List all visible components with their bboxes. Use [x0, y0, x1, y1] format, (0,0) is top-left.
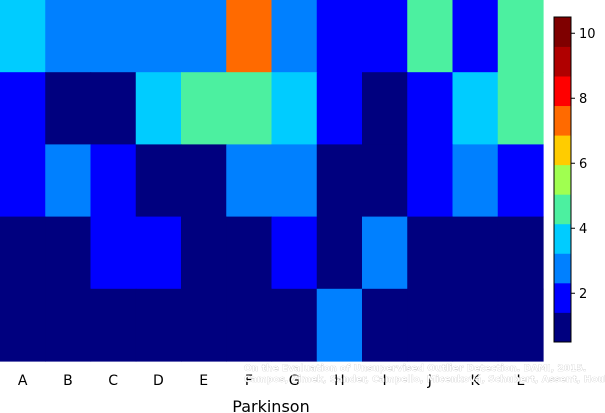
heatmap-cell-K-row3 — [452, 144, 499, 218]
colorbar-band-6 — [554, 164, 571, 195]
heatmap-cell-E-row1 — [181, 0, 227, 73]
x-tick-label-D: D — [153, 373, 164, 389]
x-tick-label-J: J — [427, 373, 432, 389]
heatmap-cell-K-row4 — [452, 216, 499, 290]
x-tick-label-F: F — [245, 373, 253, 389]
colorbar — [553, 16, 572, 343]
heatmap-cell-G-row2 — [271, 72, 318, 145]
heatmap-cell-L-row5 — [497, 288, 544, 362]
heatmap-cell-G-row4 — [271, 216, 318, 290]
heatmap-cell-A-row5 — [0, 288, 46, 362]
colorbar-band-2 — [554, 282, 571, 313]
heatmap-cell-G-row1 — [271, 0, 318, 73]
heatmap-cell-G-row3 — [271, 144, 318, 218]
heatmap-cell-L-row4 — [497, 216, 544, 290]
x-tick-label-L: L — [516, 373, 524, 389]
heatmap-cell-C-row1 — [90, 0, 137, 73]
x-tick-label-E: E — [199, 373, 208, 389]
colorbar-tick-label-6: 6 — [579, 157, 587, 172]
x-tick-label-B: B — [63, 373, 73, 389]
x-tick-label-I: I — [383, 373, 387, 389]
heatmap-cell-D-row5 — [135, 288, 182, 362]
heatmap-cell-B-row4 — [45, 216, 92, 290]
heatmap-cell-F-row1 — [226, 0, 273, 73]
heatmap-cell-I-row2 — [362, 72, 408, 145]
x-tick-labels: A B C D E F G H I J K L — [18, 373, 525, 389]
heatmap-cell-B-row3 — [45, 144, 92, 218]
heatmap-cell-I-row3 — [362, 144, 408, 218]
heatmap-cell-J-row5 — [407, 288, 454, 362]
heatmap-cell-B-row5 — [45, 288, 92, 362]
x-tick-label-C: C — [108, 373, 118, 389]
colorbar-band-9 — [554, 76, 571, 107]
colorbar-tick-labels: 2 4 6 8 10 — [571, 27, 596, 302]
colorbar-tick-label-2: 2 — [579, 287, 587, 302]
heatmap-cell-J-row3 — [407, 144, 454, 218]
heatmap-cell-J-row4 — [407, 216, 454, 290]
heatmap-cell-G-row5 — [271, 288, 318, 362]
heatmap-cell-E-row5 — [181, 288, 227, 362]
heatmap-cell-C-row2 — [90, 72, 137, 145]
heatmap-cell-L-row3 — [497, 144, 544, 218]
heatmap-cell-H-row3 — [316, 144, 363, 218]
heatmap-cell-H-row2 — [316, 72, 363, 145]
heatmap-cell-C-row5 — [90, 288, 137, 362]
heatmap-cell-I-row4 — [362, 216, 408, 290]
colorbar-band-7 — [554, 135, 571, 166]
heatmap-cell-H-row1 — [316, 0, 363, 73]
heatmap-cell-A-row2 — [0, 72, 46, 145]
heatmap-cell-J-row1 — [407, 0, 454, 73]
x-tick-label-A: A — [18, 373, 28, 389]
heatmap-cell-H-row5 — [316, 288, 363, 362]
heatmap-cell-E-row4 — [181, 216, 227, 290]
heatmap-cell-D-row2 — [135, 72, 182, 145]
heatmap-cell-L-row2 — [497, 72, 544, 145]
x-tick-label-K: K — [471, 373, 481, 389]
heatmap-cell-F-row3 — [226, 144, 273, 218]
colorbar-band-1 — [554, 312, 571, 343]
heatmap-cell-E-row3 — [181, 144, 227, 218]
heatmap-cell-D-row1 — [135, 0, 182, 73]
colorbar-tick-label-4: 4 — [579, 222, 587, 237]
x-tick-label-H: H — [334, 373, 345, 389]
heatmap-cell-F-row5 — [226, 288, 273, 362]
heatmap-cell-B-row1 — [45, 0, 92, 73]
watermark-line-1: On the Evaluation of Unsupervised Outlie… — [244, 363, 586, 374]
heatmap-cell-A-row3 — [0, 144, 46, 218]
colorbar-band-11 — [554, 17, 571, 47]
heatmap-cell-I-row1 — [362, 0, 408, 73]
heatmap-cell-F-row4 — [226, 216, 273, 290]
heatmap-cell-A-row1 — [0, 0, 46, 73]
colorbar-band-3 — [554, 253, 571, 284]
colorbar-frame — [553, 16, 572, 343]
heatmap-cell-A-row4 — [0, 216, 46, 290]
heatmap-cell-J-row2 — [407, 72, 454, 145]
heatmap-cell-K-row1 — [452, 0, 499, 73]
heatmap-cell-K-row2 — [452, 72, 499, 145]
heatmap-cell-D-row4 — [135, 216, 182, 290]
heatmap-cell-D-row3 — [135, 144, 182, 218]
heatmap-cell-I-row5 — [362, 288, 408, 362]
colorbar-band-4 — [554, 223, 571, 254]
colorbar-tick-label-8: 8 — [579, 92, 587, 107]
x-axis-title: Parkinson — [232, 397, 309, 413]
heatmap-cells — [0, 0, 544, 362]
heatmap-cell-L-row1 — [497, 0, 544, 73]
watermark-line-2: Campos, Zimek, Sander, Campello, Micenko… — [244, 374, 605, 385]
x-tick-label-G: G — [289, 373, 300, 389]
colorbar-band-8 — [554, 105, 571, 136]
heatmap-cell-K-row5 — [452, 288, 499, 362]
heatmap-cell-C-row3 — [90, 144, 137, 218]
colorbar-tick-label-10: 10 — [579, 27, 596, 42]
heatmap-cell-F-row2 — [226, 72, 273, 145]
heatmap-cell-B-row2 — [45, 72, 92, 145]
heatmap-cell-H-row4 — [316, 216, 363, 290]
colorbar-band-5 — [554, 194, 571, 225]
colorbar-band-10 — [554, 46, 571, 77]
heatmap-cell-E-row2 — [181, 72, 227, 145]
heatmap-cell-C-row4 — [90, 216, 137, 290]
